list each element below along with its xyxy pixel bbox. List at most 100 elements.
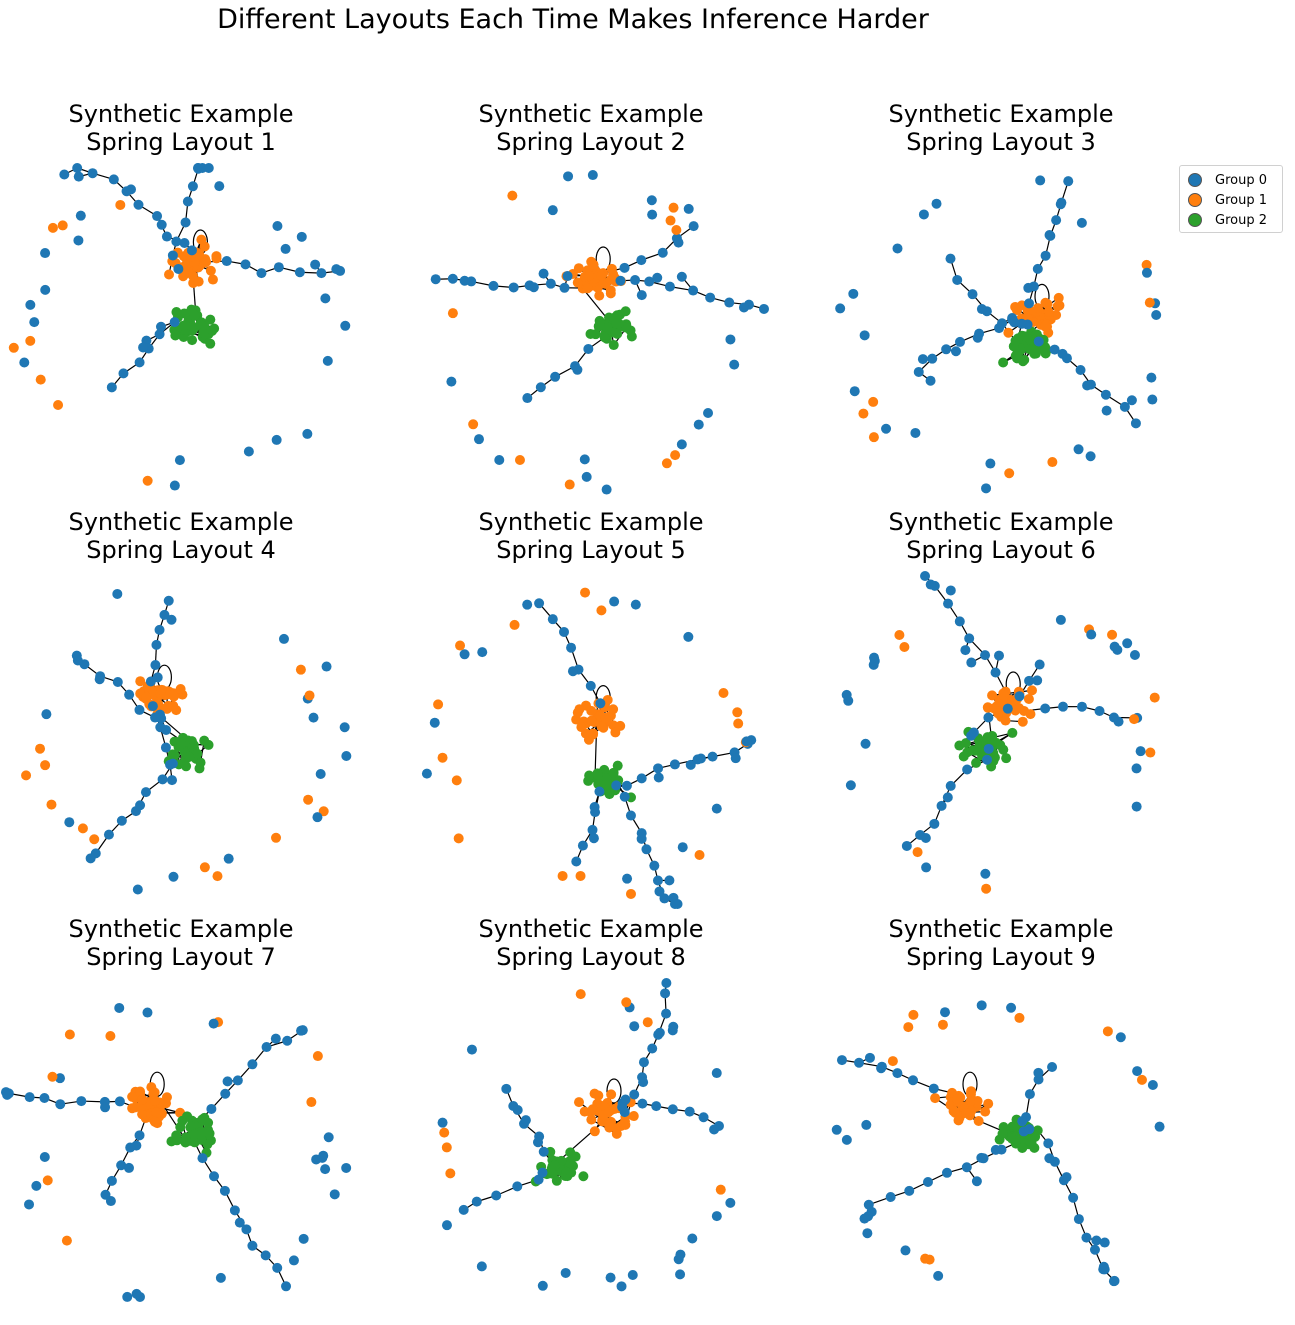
graph-node bbox=[31, 1180, 42, 1191]
graph-node bbox=[281, 1281, 292, 1292]
graph-node bbox=[157, 774, 168, 785]
graph-node bbox=[622, 873, 633, 884]
legend-label: Group 2 bbox=[1215, 212, 1267, 228]
graph-node bbox=[869, 652, 880, 663]
graph-node bbox=[155, 321, 166, 332]
graph-node bbox=[585, 680, 596, 691]
graph-node bbox=[593, 1090, 604, 1101]
graph-node bbox=[560, 1267, 571, 1278]
graph-node bbox=[545, 278, 556, 289]
graph-node bbox=[647, 1043, 658, 1054]
graph-node bbox=[1068, 1192, 1079, 1203]
graph-node bbox=[922, 1176, 933, 1187]
graph-node bbox=[94, 674, 105, 685]
network-graph bbox=[8, 163, 351, 491]
graph-node bbox=[1014, 691, 1025, 702]
graph-node bbox=[270, 1033, 281, 1044]
graph-node bbox=[605, 288, 616, 299]
graph-node bbox=[945, 253, 956, 264]
graph-node bbox=[160, 742, 171, 753]
graph-node bbox=[1098, 1261, 1109, 1272]
graph-node bbox=[694, 849, 705, 860]
graph-node bbox=[858, 408, 869, 419]
graph-node bbox=[1017, 1116, 1028, 1127]
graph-node bbox=[187, 321, 198, 332]
graph-node bbox=[661, 458, 672, 469]
graph-node bbox=[106, 1175, 117, 1186]
graph-node bbox=[21, 770, 32, 781]
graph-node bbox=[566, 1167, 577, 1178]
graph-node bbox=[1085, 451, 1096, 462]
graph-node bbox=[575, 989, 586, 1000]
graph-node bbox=[885, 1192, 896, 1203]
edges bbox=[5, 1029, 304, 1287]
graph-node bbox=[288, 1255, 299, 1266]
graph-node bbox=[836, 1055, 847, 1066]
graph-node bbox=[993, 708, 1004, 719]
graph-node bbox=[1040, 321, 1051, 332]
graph-node bbox=[522, 393, 533, 404]
graph-node bbox=[1024, 1089, 1035, 1100]
graph-node bbox=[616, 1281, 627, 1292]
graph-node bbox=[243, 446, 254, 457]
graph-node bbox=[997, 1128, 1008, 1139]
graph-node bbox=[211, 251, 222, 262]
graph-node bbox=[282, 1035, 293, 1046]
graph-node bbox=[132, 884, 143, 895]
graph-node bbox=[563, 171, 574, 182]
graph-node bbox=[1049, 344, 1060, 355]
graph-node bbox=[232, 1075, 243, 1086]
graph-node bbox=[941, 344, 952, 355]
graph-node bbox=[133, 199, 144, 210]
graph-node bbox=[312, 812, 323, 823]
graph-node bbox=[1024, 1124, 1035, 1135]
graph-node bbox=[171, 705, 182, 716]
graph-node bbox=[260, 1250, 271, 1261]
graph-node bbox=[644, 276, 655, 287]
graph-node bbox=[167, 250, 178, 261]
graph-node bbox=[564, 479, 575, 490]
graph-node bbox=[688, 221, 699, 232]
graph-node bbox=[672, 899, 683, 909]
nodes bbox=[1, 1002, 352, 1302]
graph-node bbox=[1033, 1067, 1044, 1078]
graph-node bbox=[135, 676, 146, 687]
graph-node bbox=[557, 870, 568, 881]
graph-node bbox=[159, 609, 170, 620]
graph-node bbox=[859, 330, 870, 341]
graph-node bbox=[192, 748, 203, 759]
graph-node bbox=[1108, 1276, 1119, 1287]
graph-node bbox=[75, 210, 86, 221]
graph-node bbox=[197, 1153, 208, 1164]
graph-node bbox=[175, 684, 186, 695]
graph-node bbox=[892, 1068, 903, 1079]
graph-node bbox=[194, 763, 205, 774]
graph-node bbox=[605, 1272, 616, 1283]
graph-node bbox=[466, 1044, 477, 1055]
graph-node bbox=[1058, 701, 1069, 712]
graph-node bbox=[537, 1280, 548, 1291]
graph-node bbox=[954, 336, 965, 347]
graph-node bbox=[215, 1272, 226, 1283]
graph-node bbox=[1077, 701, 1088, 712]
graph-node bbox=[900, 1245, 911, 1256]
graph-node bbox=[142, 475, 153, 486]
graph-node bbox=[169, 480, 180, 491]
graph-node bbox=[670, 450, 681, 461]
graph-node bbox=[135, 800, 146, 811]
network-graph bbox=[437, 978, 736, 1292]
graph-node bbox=[116, 815, 127, 826]
graph-node bbox=[100, 1102, 111, 1113]
panel-7: Synthetic Example Spring Layout 7 bbox=[0, 915, 410, 1323]
graph-node bbox=[241, 1224, 252, 1235]
panel-title: Synthetic Example Spring Layout 9 bbox=[888, 915, 1114, 971]
graph-node bbox=[998, 744, 1009, 755]
graph-node bbox=[610, 727, 621, 738]
graph-node bbox=[602, 322, 613, 333]
graph-node bbox=[206, 1103, 217, 1114]
graph-node bbox=[271, 832, 282, 843]
graph-node bbox=[212, 871, 223, 882]
graph-node bbox=[990, 667, 1001, 678]
graph-node bbox=[55, 1073, 66, 1084]
graph-node bbox=[298, 1233, 309, 1244]
